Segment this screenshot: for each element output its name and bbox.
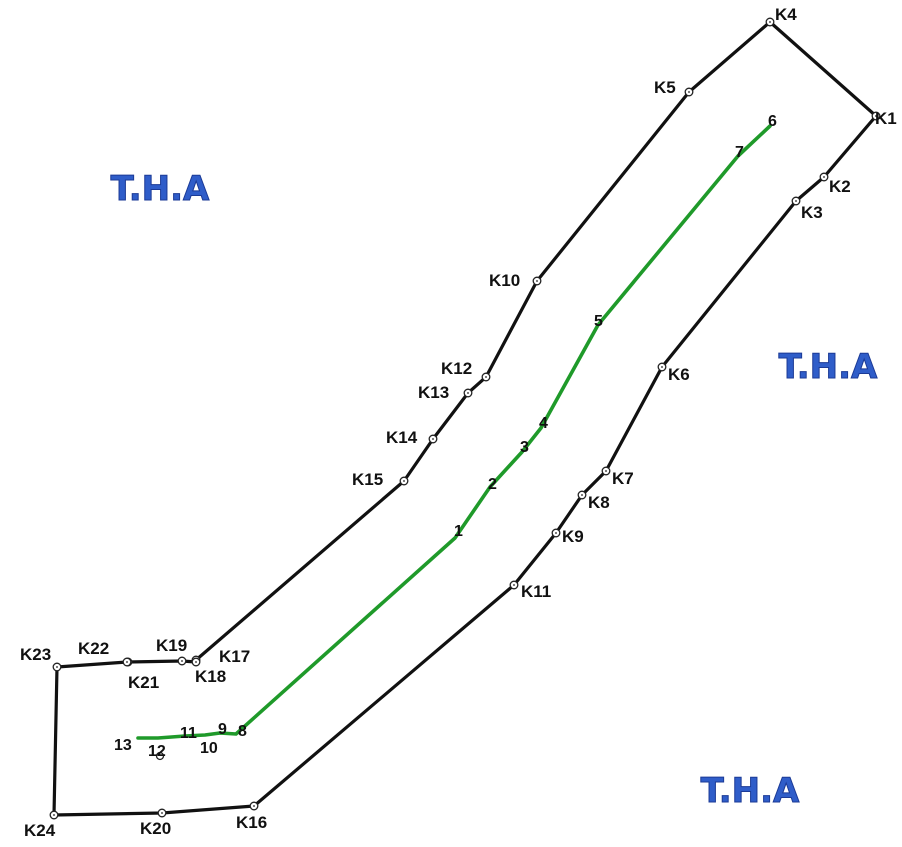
vertex-marker-dot-k1 [875,115,877,117]
centerline-point-label-13: 13 [114,737,132,754]
vertex-label-k18: K18 [195,667,226,686]
vertex-label-k3: K3 [801,203,823,222]
vertex-marker-dot-k19 [181,660,183,662]
vertex-marker-dot-k15 [403,480,405,482]
vertex-label-k12: K12 [441,359,472,378]
vertex-marker-dot-k24 [53,814,55,816]
vertex-label-k2: K2 [829,177,851,196]
vertex-label-k6: K6 [668,365,690,384]
vertex-marker-dot-k6 [661,366,663,368]
vertex-label-k13: K13 [418,383,449,402]
vertex-marker-dot-k9 [555,532,557,534]
vertex-label-k10: K10 [489,271,520,290]
lines-layer [52,20,878,817]
vertex-label-k7: K7 [612,469,634,488]
centerline-point-label-3: 3 [520,439,529,456]
vertex-label-k20: K20 [140,819,171,838]
vertex-marker-dot-k20 [161,812,163,814]
area-label-tha-1: T.H.A [111,169,210,209]
centerline-point-label-2: 2 [488,476,497,493]
vertex-label-k21: K21 [128,673,159,692]
centerline-point-label-11: 11 [180,725,197,742]
vertex-marker-dot-k14 [432,438,434,440]
vertex-label-k9: K9 [562,527,584,546]
vertex-label-k5: K5 [654,78,676,97]
vertex-marker-dot-k3 [795,200,797,202]
vertex-marker-dot-k18 [195,661,197,663]
vertex-marker-dot-k2 [823,176,825,178]
area-layer: T.H.A T.H.A T.H.A [110,169,878,812]
vertex-marker-dot-k22 [126,661,128,663]
vertex-label-k14: K14 [386,428,418,447]
vertex-label-k11: K11 [521,582,551,601]
vertex-label-k1: K1 [875,109,897,128]
centerline-point-marker-12 [155,751,165,761]
vertex-label-k8: K8 [588,493,610,512]
centerline-point-label-8: 8 [238,723,247,740]
vertex-marker-dot-k10 [536,280,538,282]
vertex-label-k24: K24 [24,821,56,840]
vertex-label-k17: K17 [219,647,250,666]
vertex-marker-dot-k12 [485,376,487,378]
centerline-point-label-9: 9 [218,721,227,738]
vertex-layer [49,17,881,820]
centerline-point-label-10: 10 [200,740,218,757]
vertex-marker-dot-k16 [253,805,255,807]
centerline-point-label-5: 5 [594,313,603,330]
area-label-tha-3: T.H.A [701,771,800,811]
vertex-marker-dot-k7 [605,470,607,472]
vertex-label-k19: K19 [156,636,187,655]
centerline [136,124,772,740]
vertex-label-k15: K15 [352,470,383,489]
centerline-point-label-4: 4 [539,415,548,432]
centerline-point-label-12: 12 [148,743,166,760]
vertex-label-k4: K4 [775,5,797,24]
vertex-marker-dot-k8 [581,494,583,496]
vertex-marker-dot-k5 [688,91,690,93]
vertex-label-k16: K16 [236,813,267,832]
centerline-point-label-6: 6 [768,113,777,130]
vertex-marker-dot-k4 [769,21,771,23]
vertex-marker-dot-k11 [513,584,515,586]
area-label-tha-2: T.H.A [779,347,878,387]
vertex-label-k22: K22 [78,639,109,658]
vertex-marker-dot-k23 [56,666,58,668]
centerline-point-label-7: 7 [735,144,744,161]
vertex-marker-dot-k13 [467,392,469,394]
vertex-label-k23: K23 [20,645,51,664]
centerline-point-label-1: 1 [454,523,463,540]
